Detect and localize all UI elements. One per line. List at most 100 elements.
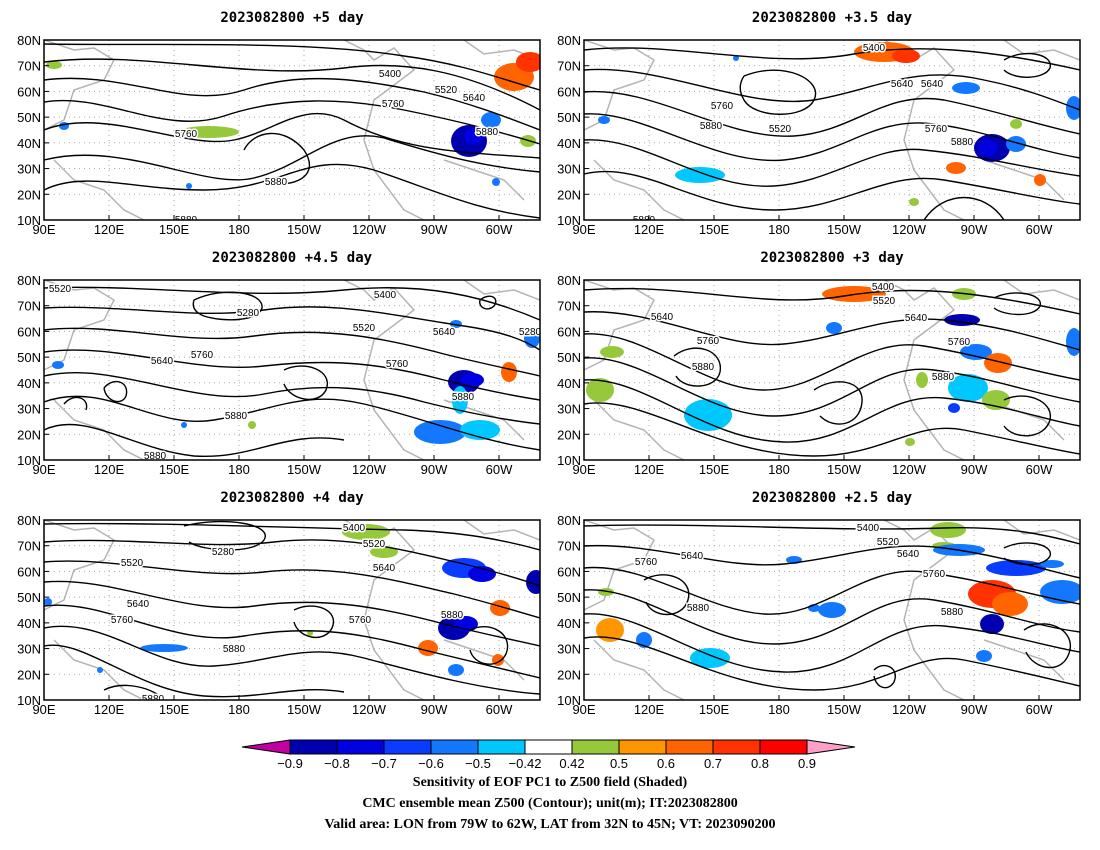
contour-label: 5640 — [897, 549, 920, 560]
sensitivity-shading — [59, 122, 69, 130]
lat-label: 70N — [557, 539, 581, 554]
coastline — [53, 399, 145, 460]
lon-label: 120W — [892, 222, 927, 237]
contour-label: 5640 — [681, 551, 704, 562]
lon-label: 180 — [768, 702, 790, 717]
coastline — [983, 639, 1065, 681]
sensitivity-shading — [450, 320, 462, 328]
lat-label: 30N — [557, 162, 581, 177]
coastline — [44, 520, 115, 611]
lon-label: 90W — [421, 222, 448, 237]
coastline — [584, 40, 655, 131]
z500-contour — [192, 291, 263, 321]
colorbar-tick-label: −0.5 — [465, 756, 491, 770]
map-panel-5: 2023082800 +4 day 5400 5520 5280 5520 5640 564… — [17, 490, 541, 717]
z500-contour — [44, 286, 540, 321]
colorbar-box — [618, 739, 667, 755]
contour-label: 5640 — [373, 563, 396, 574]
lat-label: 40N — [17, 376, 41, 391]
colorbar-max-arrow — [806, 739, 856, 755]
lat-label: 70N — [17, 59, 41, 74]
sensitivity-shading — [186, 183, 192, 189]
contour-label: 5400 — [379, 69, 402, 80]
lat-label: 10N — [557, 453, 581, 468]
sensitivity-shading — [414, 420, 466, 444]
lat-label: 40N — [557, 136, 581, 151]
sensitivity-shading — [1006, 136, 1026, 152]
lon-label: 120W — [352, 462, 387, 477]
contour-label: 5400 — [863, 43, 886, 54]
panel-frame — [583, 39, 1081, 221]
contour-label: 5880 — [175, 215, 198, 226]
lon-label: 90W — [421, 462, 448, 477]
sensitivity-shading — [501, 362, 517, 382]
lon-label: 60W — [1026, 222, 1053, 237]
sensitivity-shading — [892, 49, 920, 63]
contour-label: 5400 — [343, 523, 366, 534]
colorbar-box — [336, 739, 385, 755]
coastline — [463, 520, 540, 541]
z500-contour — [103, 684, 165, 700]
panel-title: 2023082800 +2.5 day — [752, 490, 913, 506]
caption-line-2: CMC ensemble mean Z500 (Contour); unit(m… — [362, 796, 738, 811]
lon-label: 150W — [827, 462, 862, 477]
z500-contour — [923, 196, 1005, 220]
sensitivity-shading — [97, 667, 103, 673]
contour-label: 5760 — [175, 129, 198, 140]
coastline — [1003, 280, 1080, 301]
map-panel-6: 2023082800 +2.5 day540055205640564057605… — [557, 490, 1081, 717]
sensitivity-shading — [909, 198, 919, 206]
lon-label: 60W — [486, 222, 513, 237]
lon-label: 90E — [572, 222, 595, 237]
map-panel-1: 2023082800 +5 day 5400 5520 5640 5760 5760 588… — [17, 10, 541, 237]
sensitivity-shading — [675, 167, 725, 183]
z500-contour — [44, 625, 540, 695]
colorbar-tick-label: 0.9 — [798, 756, 816, 770]
lat-label: 20N — [557, 187, 581, 202]
z500-contour — [584, 402, 1080, 457]
panel-title: 2023082800 +3 day — [760, 250, 904, 266]
lon-label: 90E — [572, 702, 595, 717]
z500-contour — [584, 311, 1080, 351]
z500-contour — [1003, 52, 1051, 78]
contour-label: 5880 — [700, 121, 723, 132]
z500-contour — [584, 544, 1080, 579]
sensitivity-shading — [516, 52, 540, 72]
caption-line-3: Valid area: LON from 79W to 62W, LAT fro… — [324, 817, 776, 832]
lon-label: 90W — [421, 702, 448, 717]
lon-label: 150E — [699, 222, 730, 237]
lat-label: 20N — [557, 427, 581, 442]
sensitivity-shading — [818, 602, 846, 618]
panel-title: 2023082800 +4 day — [220, 490, 364, 506]
sensitivity-shading — [342, 524, 390, 540]
contour-label: 5760 — [386, 359, 409, 370]
z500-contour — [44, 77, 540, 131]
lat-label: 50N — [17, 110, 41, 125]
colorbar-tick-label: −0.9 — [277, 756, 303, 770]
z500-contour — [44, 112, 540, 159]
sensitivity-shading — [960, 344, 992, 360]
z500-contour — [584, 113, 1080, 162]
lat-label: 20N — [557, 667, 581, 682]
contour-label: 5880 — [692, 362, 715, 373]
contour-label: 5400 — [857, 523, 880, 534]
lon-label: 90W — [961, 222, 988, 237]
sensitivity-shading — [690, 648, 730, 668]
lon-label: 120E — [94, 462, 125, 477]
sensitivity-shading — [916, 372, 928, 388]
sensitivity-shading — [930, 522, 966, 538]
lon-label: 150E — [159, 222, 190, 237]
sensitivity-shading — [596, 618, 624, 642]
lon-label: 150W — [287, 462, 322, 477]
z500-contour — [44, 163, 540, 219]
coastline — [443, 159, 525, 201]
colorbar-min-arrow — [241, 739, 291, 755]
contour-label: 5520 — [49, 284, 72, 295]
colorbar-box — [571, 739, 620, 755]
z500-contour — [1023, 623, 1071, 669]
coastline — [53, 639, 145, 700]
lat-label: 60N — [17, 84, 41, 99]
coastline — [53, 159, 145, 220]
lon-label: 120E — [94, 222, 125, 237]
